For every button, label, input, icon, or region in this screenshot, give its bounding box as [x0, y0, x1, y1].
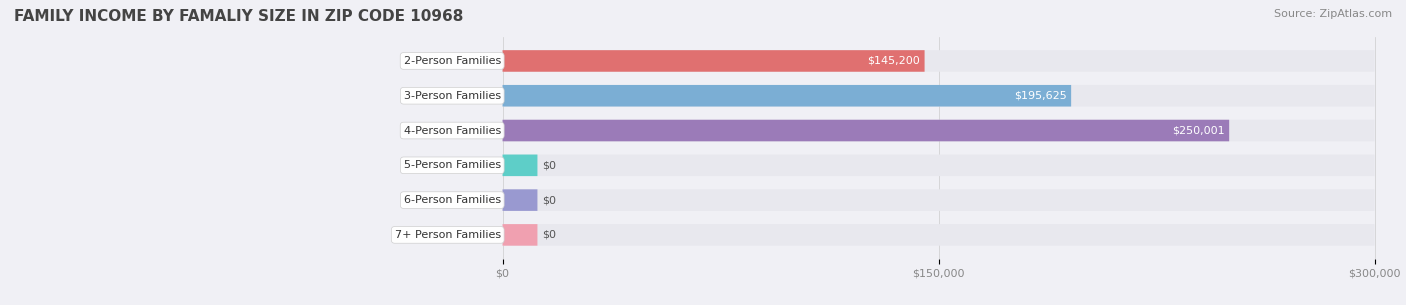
FancyBboxPatch shape	[502, 85, 1071, 106]
Text: $250,001: $250,001	[1173, 126, 1225, 135]
FancyBboxPatch shape	[502, 224, 1375, 246]
FancyBboxPatch shape	[502, 155, 537, 176]
FancyBboxPatch shape	[502, 50, 925, 72]
FancyBboxPatch shape	[502, 120, 1375, 141]
FancyBboxPatch shape	[502, 155, 1375, 176]
Text: FAMILY INCOME BY FAMALIY SIZE IN ZIP CODE 10968: FAMILY INCOME BY FAMALIY SIZE IN ZIP COD…	[14, 9, 464, 24]
FancyBboxPatch shape	[502, 120, 1229, 141]
Text: 4-Person Families: 4-Person Families	[404, 126, 501, 135]
Text: 5-Person Families: 5-Person Families	[404, 160, 501, 170]
Text: $0: $0	[541, 160, 555, 170]
Text: $0: $0	[541, 230, 555, 240]
FancyBboxPatch shape	[502, 50, 1375, 72]
FancyBboxPatch shape	[502, 189, 1375, 211]
Text: $145,200: $145,200	[868, 56, 920, 66]
FancyBboxPatch shape	[502, 224, 537, 246]
Text: 2-Person Families: 2-Person Families	[404, 56, 501, 66]
Text: $0: $0	[541, 195, 555, 205]
Text: 7+ Person Families: 7+ Person Families	[395, 230, 501, 240]
Text: $195,625: $195,625	[1014, 91, 1067, 101]
Text: 6-Person Families: 6-Person Families	[404, 195, 501, 205]
Text: 3-Person Families: 3-Person Families	[404, 91, 501, 101]
FancyBboxPatch shape	[502, 189, 537, 211]
FancyBboxPatch shape	[502, 85, 1375, 106]
Text: Source: ZipAtlas.com: Source: ZipAtlas.com	[1274, 9, 1392, 19]
